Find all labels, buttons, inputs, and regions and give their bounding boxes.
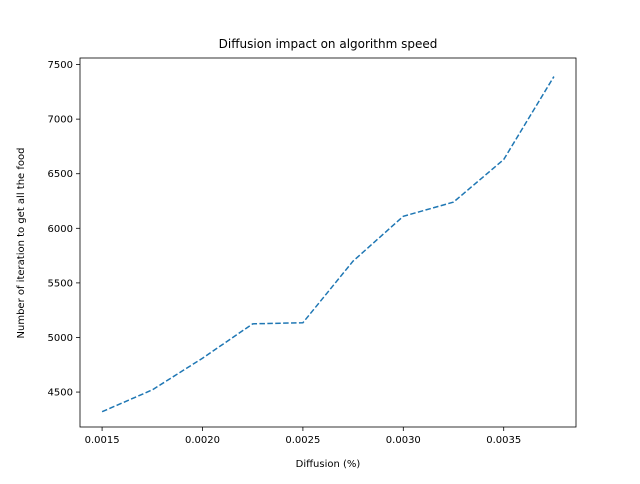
data-point — [403, 216, 405, 218]
y-axis-label: Number of iteration to get all the food — [16, 148, 27, 339]
data-point — [553, 76, 555, 78]
x-tick-label: 0.0015 — [85, 435, 120, 446]
data-point — [252, 323, 254, 325]
axes-frame — [79, 57, 577, 428]
series-line-0 — [101, 76, 555, 413]
data-point — [503, 159, 505, 161]
y-tick-label: 4500 — [48, 388, 73, 399]
data-point — [202, 357, 204, 359]
chart-title: Diffusion impact on algorithm speed — [219, 37, 438, 51]
data-point — [101, 411, 103, 413]
data-point — [352, 260, 354, 262]
y-tick-label: 7500 — [48, 60, 73, 71]
data-point — [152, 389, 154, 391]
y-tick-label: 6000 — [48, 224, 73, 235]
y-tick-label: 6500 — [48, 169, 73, 180]
x-tick-label: 0.0035 — [486, 435, 521, 446]
x-tick-label: 0.0025 — [285, 435, 320, 446]
data-point — [302, 322, 304, 324]
y-tick-label: 5000 — [48, 333, 73, 344]
y-tick-label: 5500 — [48, 278, 73, 289]
plot-area: 0.0015 0.0020 0.0025 0.0030 0.0035 4500 5000 55… — [48, 57, 577, 446]
x-tick-label: 0.0030 — [386, 435, 421, 446]
x-axis-label: Diffusion (%) — [296, 459, 361, 470]
y-tick-label: 7000 — [48, 115, 73, 126]
x-tick-label: 0.0020 — [185, 435, 220, 446]
data-point — [453, 201, 455, 203]
